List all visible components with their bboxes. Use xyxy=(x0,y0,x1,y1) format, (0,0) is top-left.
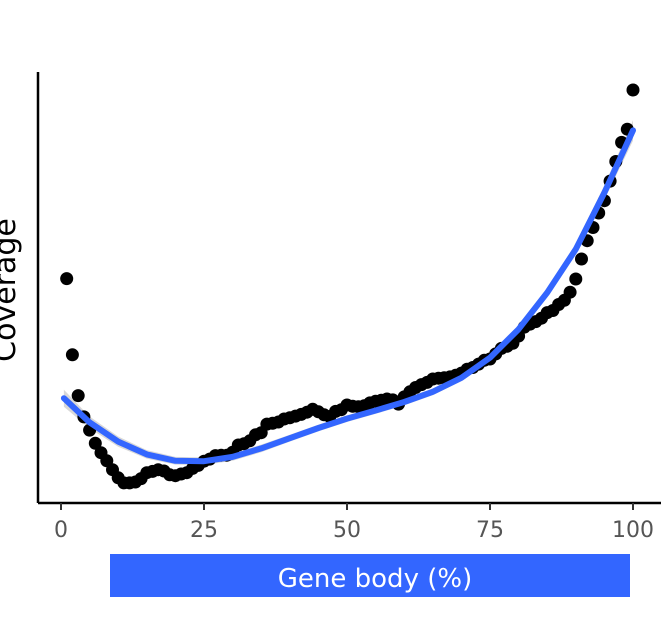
x-tick-label: 75 xyxy=(476,518,504,543)
x-axis-title-banner xyxy=(110,554,630,597)
smooth-line-path xyxy=(60,127,636,465)
smooth-line xyxy=(60,127,636,465)
data-point xyxy=(563,285,577,299)
data-point xyxy=(65,348,79,362)
y-axis-title: Coverage xyxy=(0,218,23,362)
data-point xyxy=(569,272,583,286)
x-tick-label: 25 xyxy=(190,518,218,543)
x-tick-label: 50 xyxy=(333,518,361,543)
x-tick-label: 100 xyxy=(612,518,654,543)
x-tick-label: 0 xyxy=(54,518,68,543)
x-axis-ticks: 0 25 50 75 100 xyxy=(54,503,654,543)
data-point xyxy=(60,272,74,286)
data-point xyxy=(626,83,640,97)
data-point xyxy=(88,436,102,450)
data-point xyxy=(71,389,85,403)
x-axis-title: Gene body (%) xyxy=(278,564,472,594)
axes xyxy=(36,72,661,505)
data-point xyxy=(575,252,588,266)
